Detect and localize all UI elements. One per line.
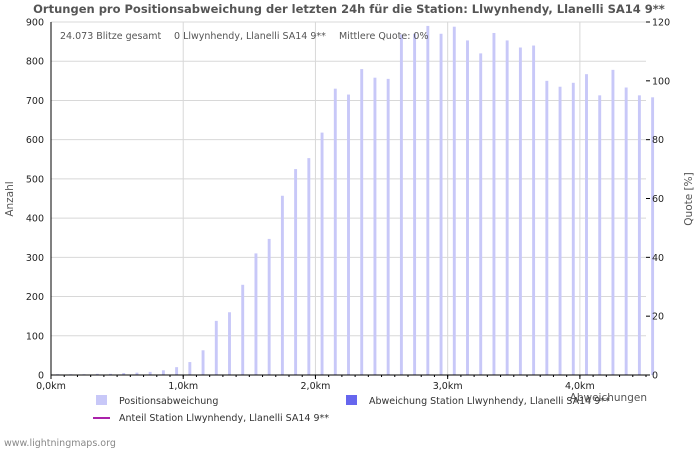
bar-positionsabweichung (294, 169, 298, 375)
left-tick-label: 800 (26, 57, 44, 68)
bar-positionsabweichung (492, 32, 496, 375)
legend-label-anteil-station: Anteil Station Llwynhendy, Llanelli SA14… (119, 413, 329, 424)
left-tick-label: 200 (26, 292, 44, 303)
bar-positionsabweichung (122, 373, 126, 375)
legend-label-positionsabweichung: Positionsabweichung (119, 396, 218, 407)
x-axis-ticks: 0,0km 1,0km 2,0km 3,0km 4,0km (36, 375, 647, 392)
bar-positionsabweichung (439, 33, 443, 376)
bar-positionsabweichung (466, 40, 469, 375)
bar-positionsabweichung (333, 88, 337, 375)
stat-quote: Mittlere Quote: 0% (339, 31, 429, 42)
legend-swatch-abweichung-station (346, 395, 357, 405)
bar-positionsabweichung (611, 69, 615, 376)
right-tick-label: 100 (652, 76, 670, 87)
left-tick-label: 700 (26, 96, 44, 107)
bar-positionsabweichung (571, 82, 575, 376)
left-tick-label: 100 (26, 331, 44, 342)
bar-positionsabweichung (280, 195, 284, 375)
x-axis-label: Abweichungen (570, 392, 647, 404)
bar-positionsabweichung (148, 371, 152, 375)
bar-positionsabweichung (109, 373, 112, 375)
bar-positionsabweichung (320, 132, 324, 375)
stat-total: 24.073 Blitze gesamt (60, 31, 162, 42)
bar-positionsabweichung (188, 362, 192, 375)
legend: Positionsabweichung Abweichung Station L… (93, 395, 610, 424)
legend-swatch-positionsabweichung (96, 395, 107, 405)
bar-positionsabweichung (135, 372, 139, 375)
right-tick-label: 0 (652, 371, 658, 382)
left-tick-label: 500 (26, 174, 44, 185)
bar-positionsabweichung (228, 312, 231, 375)
bar-positionsabweichung (360, 69, 364, 376)
left-tick-label: 300 (26, 253, 44, 264)
bar-positionsabweichung (558, 86, 562, 375)
bar-positionsabweichung (241, 284, 245, 375)
bar-positionsabweichung (637, 95, 641, 376)
bar-positionsabweichung (598, 95, 602, 376)
bar-positionsabweichung (307, 158, 311, 375)
stat-station: 0 Llwynhendy, Llanelli SA14 9** (174, 31, 326, 42)
bar-positionsabweichung (518, 47, 522, 375)
x-tick-label: 3,0km (433, 381, 463, 392)
right-tick-label: 120 (652, 18, 670, 29)
right-tick-label: 20 (652, 312, 664, 323)
x-tick-label: 0,0km (36, 381, 66, 392)
left-tick-label: 0 (38, 371, 44, 382)
left-tick-label: 900 (26, 18, 44, 29)
bar-positionsabweichung (479, 53, 483, 375)
left-axis-ticks: 0 100 200 300 400 500 600 700 800 900 (26, 18, 44, 382)
bar-positionsabweichung (347, 94, 350, 376)
bar-positionsabweichung (413, 33, 417, 376)
x-tick-label: 1,0km (168, 381, 198, 392)
left-tick-label: 400 (26, 214, 44, 225)
x-tick-label: 4,0km (565, 381, 595, 392)
right-tick-label: 80 (652, 135, 664, 146)
bar-positionsabweichung (201, 350, 205, 375)
plot-area (50, 21, 655, 376)
bar-positionsabweichung (505, 40, 509, 375)
right-tick-label: 40 (652, 253, 664, 264)
bar-positionsabweichung (175, 367, 179, 375)
bar-positionsabweichung (254, 253, 258, 375)
bar-positionsabweichung (532, 45, 536, 376)
bar-positionsabweichung (214, 320, 218, 375)
bar-positionsabweichung (267, 238, 271, 375)
left-tick-label: 600 (26, 135, 44, 146)
y-axis-label-right: Quote [%] (683, 172, 695, 225)
bar-positionsabweichung (95, 373, 99, 375)
bars (56, 25, 655, 376)
footer-credit: www.lightningmaps.org (4, 438, 116, 449)
bar-positionsabweichung (585, 74, 588, 375)
bar-positionsabweichung (545, 80, 549, 375)
bar-positionsabweichung (426, 25, 430, 376)
legend-label-abweichung-station: Abweichung Station Llwynhendy, Llanelli … (369, 396, 610, 407)
bar-positionsabweichung (161, 370, 165, 375)
right-tick-label: 60 (652, 194, 664, 205)
bar-positionsabweichung (624, 87, 628, 376)
y-axis-label-left: Anzahl (4, 181, 16, 216)
bar-positionsabweichung (373, 77, 377, 375)
bar-positionsabweichung (386, 78, 390, 375)
bar-positionsabweichung (399, 34, 403, 375)
x-tick-label: 2,0km (301, 381, 331, 392)
chart-title: Ortungen pro Positionsabweichung der let… (33, 2, 665, 16)
right-axis-ticks: 0 20 40 60 80 100 120 (646, 18, 670, 382)
bar-positionsabweichung (651, 97, 655, 375)
bar-positionsabweichung (452, 26, 456, 376)
